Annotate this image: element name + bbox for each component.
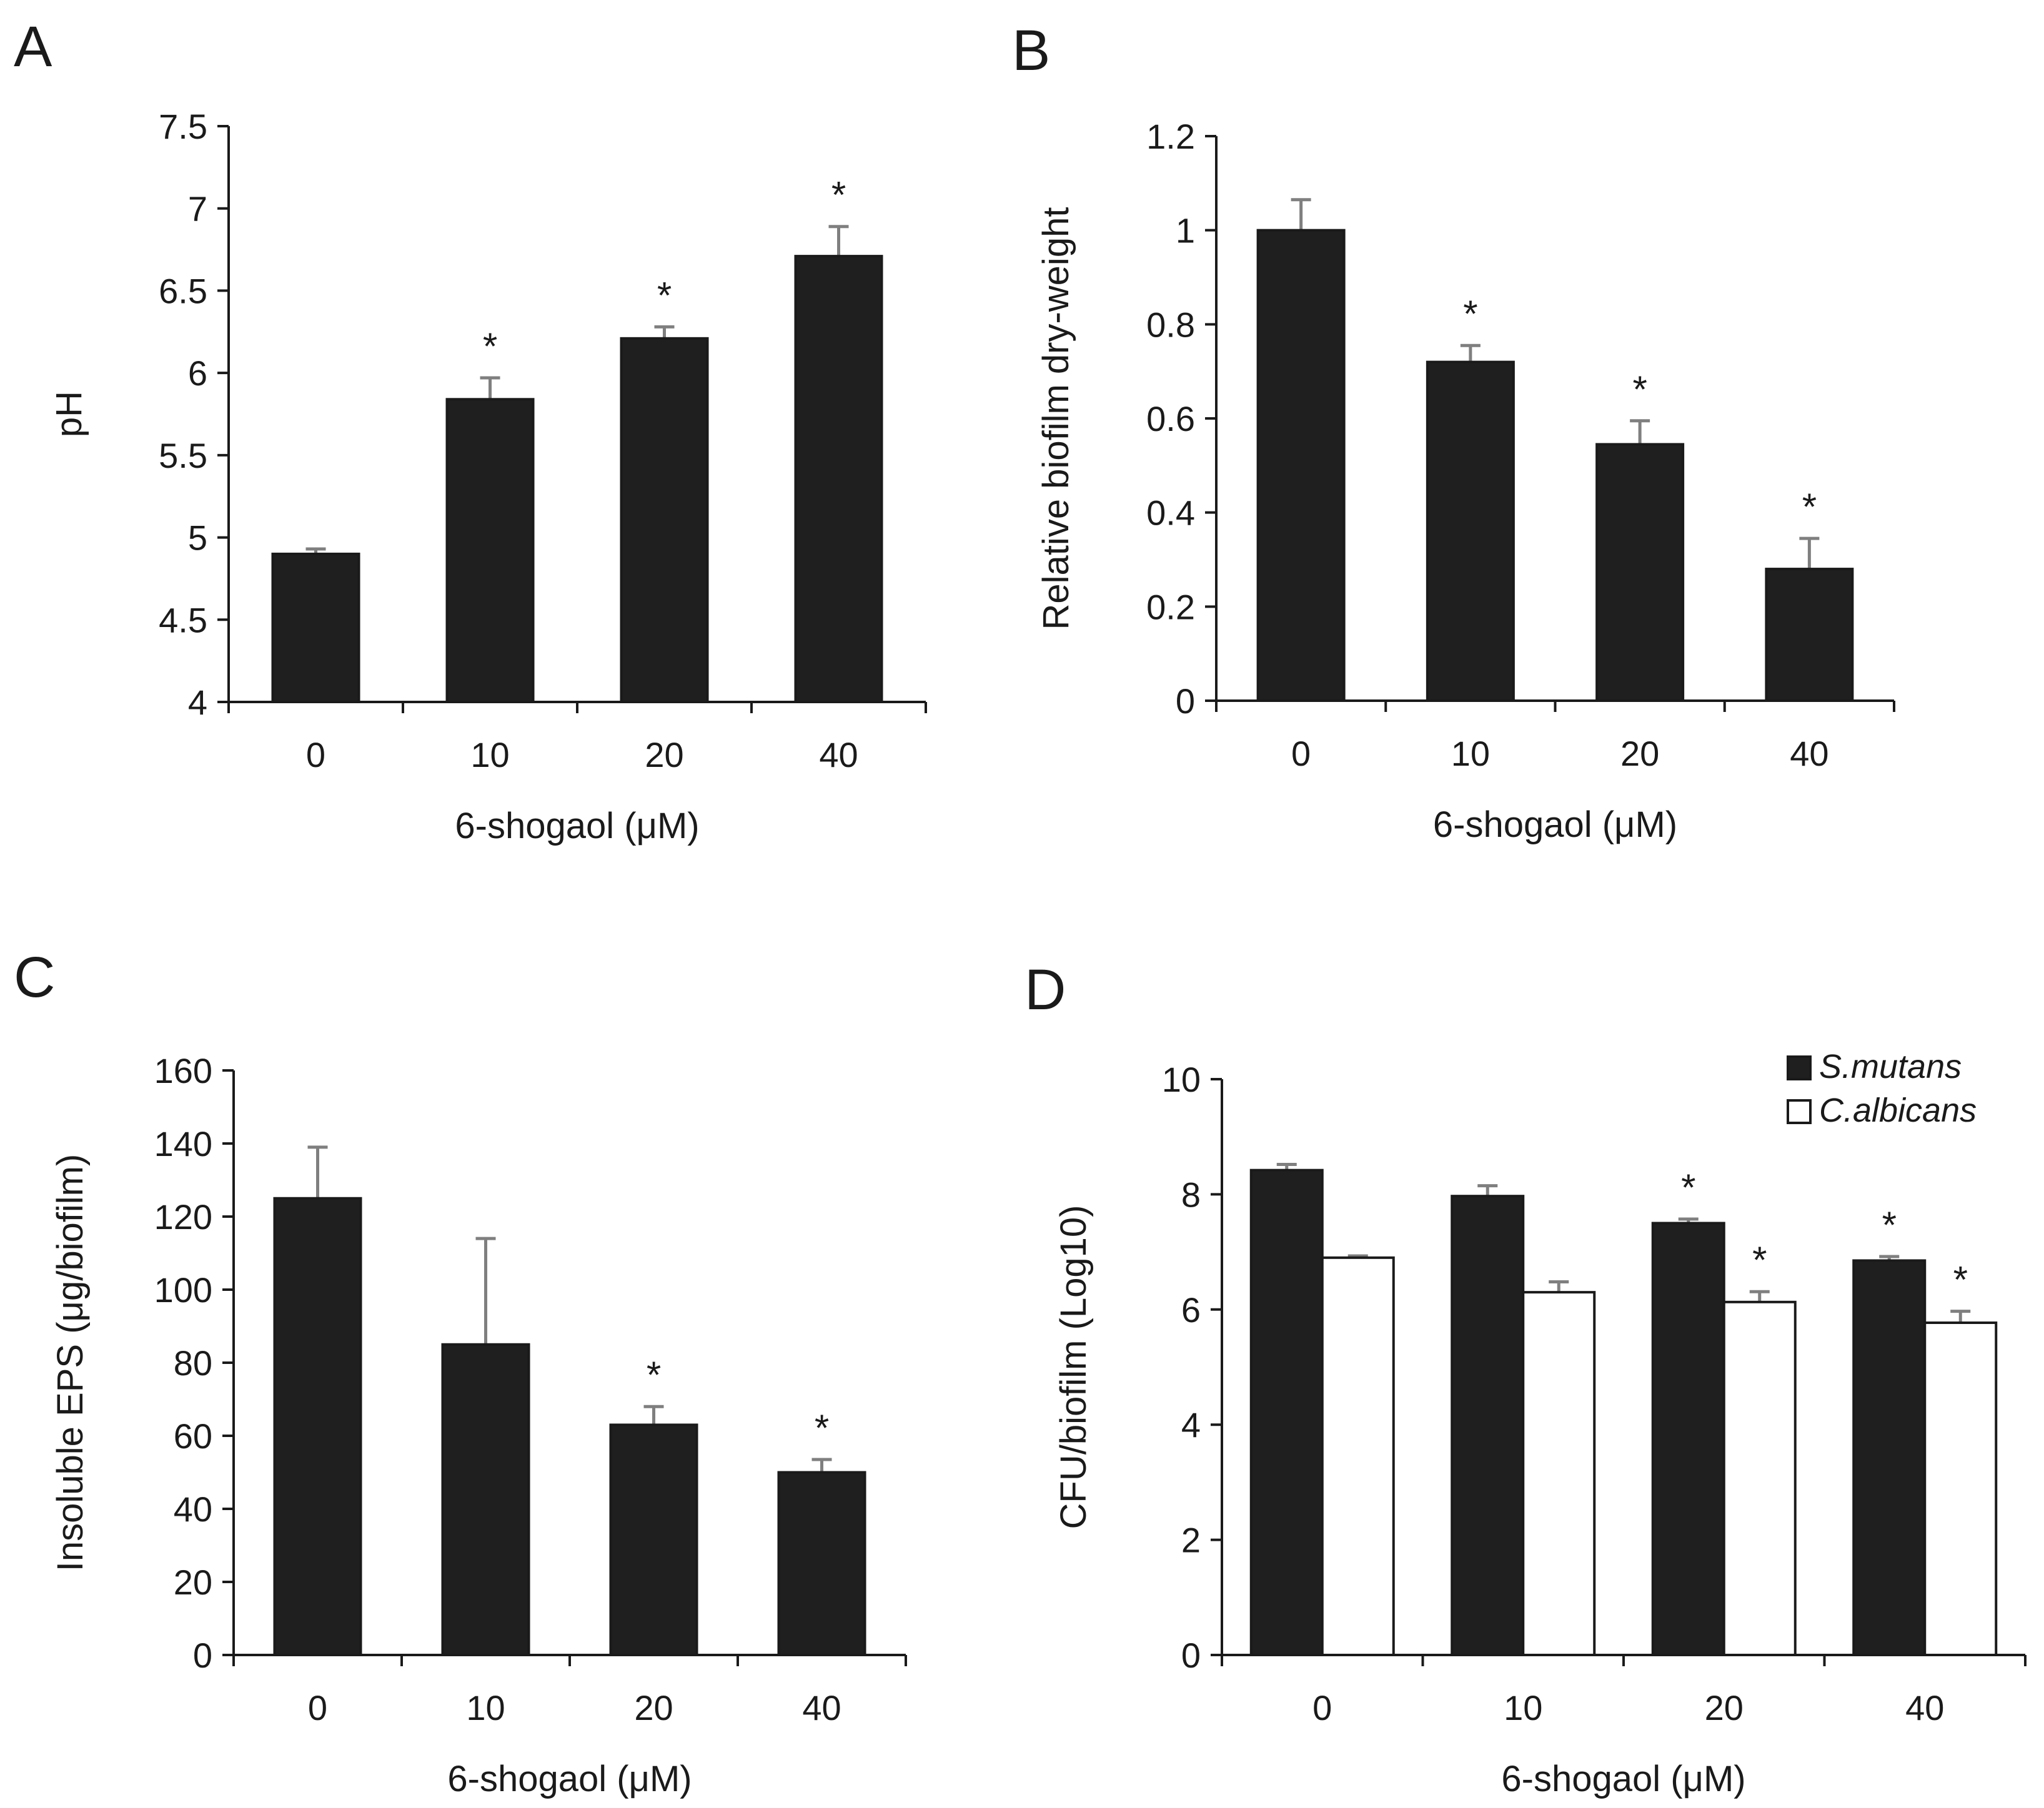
y-tick-label: 20 (174, 1563, 212, 1602)
legend-label: C.albicans (1819, 1092, 1977, 1129)
y-tick-label: 10 (1162, 1060, 1201, 1099)
legend-label: S.mutans (1819, 1048, 1962, 1085)
y-tick-label: 4.5 (159, 600, 207, 640)
significance-marker: * (1882, 1204, 1897, 1246)
panel-letter: D (1024, 958, 1066, 1022)
y-tick-label: 2 (1181, 1521, 1201, 1560)
y-tick-label: 4 (1181, 1405, 1201, 1445)
bar-s-mutans (1451, 1195, 1525, 1656)
x-tick-label: 20 (645, 735, 683, 774)
bar-ph (620, 337, 709, 703)
significance-marker: * (1953, 1259, 1968, 1301)
x-tick-label: 10 (470, 735, 509, 774)
chart-panel-b: B 0 0.2 0.4 0.6 0.8 1 1.2 0 10 20 40 6-shogaol (μM) R… (1012, 19, 1895, 845)
y-tick-label: 60 (174, 1416, 212, 1456)
bar-relative-biofilm-dry-weight (1426, 360, 1515, 702)
significance-marker: * (1632, 368, 1647, 410)
panel-letter: C (14, 946, 55, 1009)
significance-marker: * (483, 325, 497, 367)
y-axis-title: pH (49, 391, 89, 437)
bar-s-mutans (1249, 1168, 1324, 1656)
chart-panel-d: D 0 2 4 6 8 10 0 10 20 40 6-shogaol (μM) CFU/biofilm… (1024, 958, 2027, 1799)
bar-relative-biofilm-dry-weight (1256, 229, 1346, 702)
y-tick-label: 7 (188, 189, 207, 229)
y-axis-title: Relative biofilm dry-weight (1036, 207, 1076, 630)
y-tick-label: 0 (1181, 1636, 1201, 1675)
x-tick-label: 10 (1504, 1688, 1542, 1727)
significance-marker: * (1681, 1167, 1695, 1208)
bar-c-albicans (1722, 1300, 1797, 1656)
significance-marker: * (1463, 293, 1477, 335)
y-tick-label: 7.5 (159, 107, 207, 146)
chart-panel-c: C 0 20 40 60 80 100 120 140 160 0 10 20 40 6-shogaol (… (14, 946, 907, 1799)
y-tick-label: 40 (174, 1489, 212, 1529)
x-tick-label: 20 (634, 1688, 673, 1727)
y-tick-label: 0.2 (1146, 587, 1195, 626)
x-tick-label: 0 (308, 1688, 327, 1727)
y-tick-label: 1 (1176, 211, 1195, 250)
x-tick-label: 0 (1312, 1688, 1332, 1727)
x-axis-title: 6-shogaol (μM) (455, 806, 699, 846)
significance-marker: * (1802, 486, 1817, 528)
x-tick-label: 40 (1905, 1688, 1944, 1727)
y-tick-label: 4 (188, 683, 207, 722)
x-tick-label: 40 (1790, 734, 1828, 773)
y-tick-label: 5.5 (159, 436, 207, 475)
y-tick-label: 1.2 (1146, 117, 1195, 156)
legend-swatch (1787, 1099, 1812, 1124)
y-tick-label: 6 (1181, 1290, 1201, 1330)
y-tick-label: 0.6 (1146, 399, 1195, 438)
bar-insoluble-eps (273, 1197, 362, 1656)
bar-s-mutans (1852, 1259, 1927, 1657)
x-axis-title: 6-shogaol (μM) (1433, 804, 1677, 845)
bar-ph (445, 398, 535, 703)
y-tick-label: 120 (154, 1197, 212, 1237)
bar-insoluble-eps (441, 1343, 530, 1656)
y-tick-label: 160 (154, 1051, 212, 1090)
x-tick-label: 40 (802, 1688, 841, 1727)
y-tick-label: 140 (154, 1124, 212, 1163)
x-tick-label: 20 (1620, 734, 1659, 773)
y-tick-label: 8 (1181, 1175, 1201, 1214)
y-tick-label: 0 (193, 1636, 212, 1675)
y-axis-title: Insoluble EPS (μg/biofilm) (50, 1154, 91, 1571)
y-axis-title: CFU/biofilm (Log10) (1053, 1205, 1094, 1529)
y-tick-label: 0.8 (1146, 305, 1195, 344)
x-tick-label: 10 (466, 1688, 505, 1727)
x-axis-title: 6-shogaol (μM) (1501, 1759, 1745, 1799)
bar-c-albicans (1321, 1256, 1395, 1656)
bar-relative-biofilm-dry-weight (1595, 443, 1685, 703)
y-tick-label: 6.5 (159, 271, 207, 310)
bar-c-albicans (1522, 1291, 1596, 1656)
significance-marker: * (657, 274, 672, 316)
y-tick-label: 100 (154, 1270, 212, 1310)
panel-letter: B (1012, 19, 1050, 82)
panel-letter: A (14, 15, 52, 79)
y-tick-label: 0 (1176, 681, 1195, 721)
bar-relative-biofilm-dry-weight (1765, 568, 1854, 702)
x-tick-label: 0 (1291, 734, 1311, 773)
significance-marker: * (647, 1354, 661, 1396)
bar-insoluble-eps (609, 1423, 698, 1656)
x-tick-label: 10 (1451, 734, 1490, 773)
significance-marker: * (831, 174, 846, 216)
bar-ph (271, 552, 360, 704)
x-axis-title: 6-shogaol (μM) (447, 1759, 692, 1799)
significance-marker: * (815, 1407, 829, 1449)
x-tick-label: 0 (306, 735, 325, 774)
y-tick-label: 5 (188, 518, 207, 558)
chart-panel-a: A 4 4.5 5 5.5 6 6.5 7 7.5 0 10 20 40 6-shogaol (μM) pH… (14, 15, 927, 846)
significance-marker: * (1752, 1239, 1767, 1281)
y-tick-label: 6 (188, 353, 207, 393)
y-tick-label: 0.4 (1146, 493, 1195, 533)
bar-s-mutans (1651, 1222, 1725, 1656)
x-tick-label: 40 (819, 735, 858, 774)
bar-c-albicans (1923, 1321, 1998, 1657)
legend-swatch (1787, 1055, 1812, 1080)
x-tick-label: 20 (1705, 1688, 1744, 1727)
bar-insoluble-eps (777, 1471, 866, 1656)
y-tick-label: 80 (174, 1343, 212, 1383)
bar-ph (794, 255, 883, 703)
